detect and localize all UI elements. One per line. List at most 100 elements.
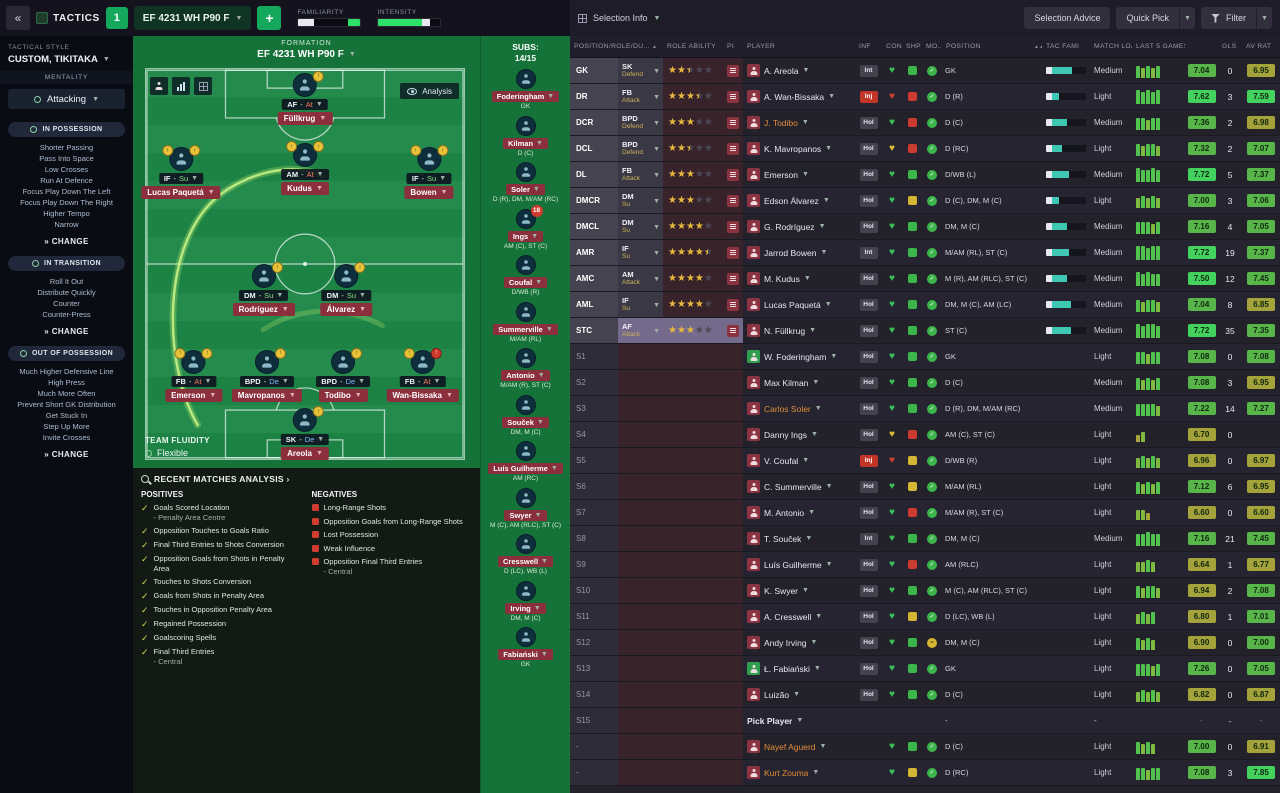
tactic-number-badge[interactable]: 1 [105,7,128,29]
role-chip[interactable]: DM - Su ▼ [321,290,371,301]
role-chip[interactable]: BPD - De ▼ [316,375,371,387]
player-name-chip[interactable]: Wan-Bissaka ▼ [386,388,459,402]
table-row[interactable]: S9 Luís Guilherme ▼ Hol ♥ ✓ AM (RLC) Light 6.64 1… [570,552,1280,578]
selection-info-dropdown[interactable]: Selection Info ▼ [578,13,660,23]
player-cell[interactable]: A. Cresswell ▼ [743,604,855,629]
player-cell[interactable]: Edson Álvarez ▼ [743,188,855,213]
table-row[interactable]: STC AF Attack ▼ ★ ★ ★ ★ ★ N. Füllkrug ▼ Hol ♥ ✓ ST (C)… [570,318,1280,344]
column-header[interactable]: ROLE ABILITY [663,43,723,50]
role-cell[interactable]: FB Attack ▼ [618,162,663,187]
role-chip[interactable]: FB - At ▼ [170,375,217,387]
player-cell[interactable]: A. Areola ▼ [743,58,855,83]
section-header[interactable]: IN POSSESSION [8,122,125,137]
pitch-player[interactable]: ↑ SK - De ▼ Areola ▼ [280,406,330,461]
sub-player[interactable]: Luís Guilherme ▼ AM (RC) [482,441,570,483]
player-cell[interactable]: Nayef Aguerd ▼ [743,734,855,759]
player-cell[interactable]: Max Kilman ▼ [743,370,855,395]
player-cell[interactable]: A. Wan-Bissaka ▼ [743,84,855,109]
role-cell[interactable]: DM Su ▼ [618,214,663,239]
sub-player[interactable]: Fabiański ▼ GK [482,627,570,669]
table-row[interactable]: S1 W. Foderingham ▼ Hol ♥ ✓ GK Light 7.08 0 7.08 [570,344,1280,370]
sub-player[interactable]: 18 Ings ▼ AM (C), ST (C) [482,204,570,251]
role-cell[interactable]: IF Su ▼ [618,292,663,317]
column-header[interactable]: MO... [922,43,942,50]
player-cell[interactable]: M. Antonio ▼ [743,500,855,525]
player-cell[interactable]: Luizão ▼ [743,682,855,707]
tactics-tab[interactable]: TACTICS [36,12,100,24]
column-header[interactable]: LAST 5 GAMES [1132,43,1185,50]
player-cell[interactable]: Emerson ▼ [743,162,855,187]
pi-cell[interactable] [723,266,743,291]
kit-view-button[interactable] [194,77,212,95]
player-cell[interactable]: Danny Ings ▼ [743,422,855,447]
player-name-chip[interactable]: Rodríguez ▼ [232,303,295,316]
table-row[interactable]: - Nayef Aguerd ▼ ♥ ✓ D (C) Light 7.00 0 6.91 [570,734,1280,760]
role-chip[interactable]: BPD - De ▼ [239,375,294,387]
pitch-player[interactable]: ↑ BPD - De ▼ Mavropanos ▼ [231,347,302,402]
pi-cell[interactable] [723,110,743,135]
role-chip[interactable]: IF - Su ▼ [406,173,452,184]
table-row[interactable]: DMCL DM Su ▼ ★ ★ ★ ★ ★ G. Rodríguez ▼ Hol ♥ ✓ DM, M (C… [570,214,1280,240]
role-cell[interactable]: BPD Defend ▼ [618,136,663,161]
player-cell[interactable]: K. Swyer ▼ [743,578,855,603]
table-row[interactable]: S12 Andy Irving ▼ Hol ♥ = DM, M (C) Light 6.90 0 7… [570,630,1280,656]
player-cell[interactable]: Jarrod Bowen ▼ [743,240,855,265]
role-cell[interactable]: SK Defend ▼ [618,58,663,83]
table-row[interactable]: S5 V. Coufal ▼ Inj ♥ ✓ D/WB (R) Light 6.96 0 6.97 [570,448,1280,474]
table-row[interactable]: S7 M. Antonio ▼ Hol ♥ ✓ M/AM (R), ST (C) Light 6… [570,500,1280,526]
pitch-player[interactable]: ↑ AF - At ▼ Füllkrug ▼ [277,70,333,125]
player-name-chip[interactable]: Kilman ▼ [503,137,548,149]
pitch-player[interactable]: ↑ DM - Su ▼ Álvarez ▼ [320,262,373,316]
table-row[interactable]: S6 C. Summerville ▼ Hol ♥ ✓ M/AM (RL) Light 7.12… [570,474,1280,500]
sub-player[interactable]: Kilman ▼ D (C) [482,115,570,158]
sub-player[interactable]: Irving ▼ DM, M (C) [482,580,570,623]
player-cell[interactable]: C. Summerville ▼ [743,474,855,499]
pi-cell[interactable] [723,318,743,343]
player-cell[interactable]: N. Füllkrug ▼ [743,318,855,343]
selection-advice-button[interactable]: Selection Advice [1024,7,1111,29]
pitch-player[interactable]: ↑ ↑ IF - Su ▼ Bowen ▼ [404,145,454,199]
player-cell[interactable]: Luís Guilherme ▼ [743,552,855,577]
player-name-chip[interactable]: Álvarez ▼ [320,303,373,316]
table-row[interactable]: S10 K. Swyer ▼ Hol ♥ ✓ M (C), AM (RLC), ST (C)… [570,578,1280,604]
role-cell[interactable]: BPD Defend ▼ [618,110,663,135]
column-header[interactable]: POSITION/ROLE/DU... ▲ [570,43,663,50]
section-header[interactable]: IN TRANSITION [8,256,125,271]
role-cell[interactable]: IF Su ▼ [618,240,663,265]
table-row[interactable]: AMC AM Attack ▼ ★ ★ ★ ★ ★ M. Kudus ▼ Hol ♥ ✓ M (R), AM… [570,266,1280,292]
table-row[interactable]: S8 T. Souček ▼ Int ♥ ✓ DM, M (C) Medium 7.16 21 7.… [570,526,1280,552]
pi-cell[interactable] [723,84,743,109]
pitch-player[interactable]: ↑ DM - Su ▼ Rodríguez ▼ [232,262,295,316]
role-cell[interactable]: FB Attack ▼ [618,84,663,109]
player-view-button[interactable] [150,77,168,95]
role-cell[interactable]: AF Attack ▼ [618,318,663,343]
player-name-chip[interactable]: Ings ▼ [507,230,544,242]
sub-player[interactable]: Summerville ▼ M/AM (RL) [482,301,570,344]
player-name-chip[interactable]: Antonio ▼ [501,370,550,381]
player-name-chip[interactable]: Cresswell ▼ [498,556,553,567]
pitch[interactable]: Analysis ↑ AF - At ▼ Füllkrug ▼ ↑ ↑ IF - Su ▼ Lucas P… [141,68,465,461]
column-header[interactable]: PI [723,43,743,50]
table-row[interactable]: S11 A. Cresswell ▼ Hol ♥ ✓ D (LC), WB (L) Light… [570,604,1280,630]
stats-view-button[interactable] [172,77,190,95]
player-name-chip[interactable]: Souček ▼ [502,416,549,428]
player-name-chip[interactable]: Coufal ▼ [503,277,548,288]
player-cell[interactable]: Andy Irving ▼ [743,630,855,655]
player-name-chip[interactable]: Emerson ▼ [165,388,223,402]
pi-cell[interactable] [723,58,743,83]
column-header[interactable]: SHP [902,43,922,50]
sub-player[interactable]: Swyer ▼ M (C), AM (RLC), ST (C) [482,487,570,530]
table-row[interactable]: S3 Carlos Soler ▼ Hol ♥ ✓ D (R), DM, M/AM (RC)… [570,396,1280,422]
filter-button[interactable]: Filter ▼ [1201,7,1272,29]
change-button[interactable]: » CHANGE [44,450,89,459]
table-row[interactable]: S2 Max Kilman ▼ Hol ♥ ✓ D (C) Medium 7.08 3 6.95 [570,370,1280,396]
mentality-select[interactable]: Attacking ▼ [8,89,125,109]
quick-pick-dropdown[interactable]: ▼ [1179,7,1195,29]
role-chip[interactable]: IF - Su ▼ [158,173,204,184]
sub-player[interactable]: Antonio ▼ M/AM (R), ST (C) [482,348,570,390]
table-row[interactable]: S4 Danny Ings ▼ Hol ♥ ✓ AM (C), ST (C) Light 6.7… [570,422,1280,448]
sub-player[interactable]: Souček ▼ DM, M (C) [482,394,570,437]
pitch-player[interactable]: ↑ ↑ AM - At ▼ Kudus ▼ [281,141,329,196]
pitch-player[interactable]: ↑ ↑ IF - Su ▼ Lucas Paquetá ▼ [141,145,221,199]
